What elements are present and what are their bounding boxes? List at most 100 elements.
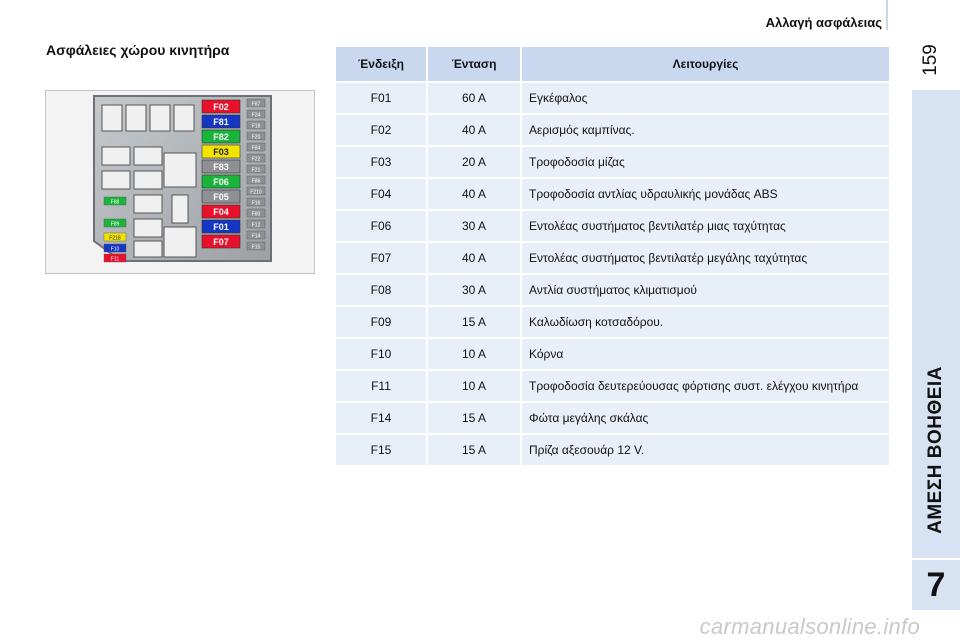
fuse-label-small: F87 (246, 98, 266, 107)
svg-text:F210: F210 (250, 189, 262, 195)
fuse-label-main: F06 (201, 174, 241, 189)
fuse-label-small: F89 (103, 218, 127, 227)
running-header-title: Αλλαγή ασφάλειας (765, 15, 882, 30)
fuse-function-cell: Αντλία συστήματος κλιματισμού (520, 273, 891, 307)
fuse-code-cell: F03 (334, 145, 428, 179)
svg-text:F89: F89 (111, 221, 120, 227)
fuse-function-cell: Εντολέας συστήματος βεντιλατέρ μεγάλης τ… (520, 241, 891, 275)
fuse-label-main: F01 (201, 219, 241, 234)
svg-text:F20: F20 (252, 134, 261, 140)
table-row: F15 15 A Πρίζα αξεσουάρ 12 V. (334, 433, 891, 467)
fuse-label-small: F24 (246, 109, 266, 118)
fuse-amperage-cell: 15 A (426, 433, 522, 467)
fuse-label-main: F05 (201, 189, 241, 204)
fuse-label-small: F80 (246, 208, 266, 217)
fuse-table-body: F01 60 A Εγκέφαλος F02 40 A Αερισμός καμπίνας… (334, 81, 891, 467)
svg-text:F16: F16 (252, 200, 261, 206)
svg-text:F04: F04 (213, 207, 229, 217)
fuse-function-cell: Φώτα μεγάλης σκάλας (520, 401, 891, 435)
fuse-code-cell: F09 (334, 305, 428, 339)
fuse-label-main: F83 (201, 159, 241, 174)
fuse-label-small: F20 (246, 131, 266, 140)
table-row: F02 40 A Αερισμός καμπίνας. (334, 113, 891, 147)
table-row: F01 60 A Εγκέφαλος (334, 81, 891, 115)
fuse-box-illustration: F02 F81 F82 F03 F83 F06 F05 F04 F01 F07 F87 F24 F18… (46, 91, 314, 273)
fuse-label-main: F82 (201, 129, 241, 144)
svg-text:F218: F218 (109, 235, 121, 241)
fuse-function-cell: Τροφοδοσία αντλίας υδραυλικής μονάδας AB… (520, 177, 891, 211)
page-number: 159 (920, 44, 941, 76)
svg-text:F15: F15 (252, 244, 261, 250)
table-row: F11 10 A Τροφοδοσία δευτερεύουσας φόρτισης… (334, 369, 891, 403)
svg-text:F05: F05 (213, 192, 229, 202)
fuse-code-cell: F15 (334, 433, 428, 467)
fuse-label-small: F86 (246, 175, 266, 184)
svg-text:F06: F06 (213, 177, 229, 187)
fuse-code-cell: F10 (334, 337, 428, 371)
fuse-label-small: F16 (246, 197, 266, 206)
svg-text:F24: F24 (252, 112, 261, 118)
svg-text:F87: F87 (252, 101, 261, 107)
fuse-code-cell: F08 (334, 273, 428, 307)
fuse-label-small: F21 (246, 164, 266, 173)
fuse-code-cell: F04 (334, 177, 428, 211)
svg-text:F22: F22 (252, 156, 261, 162)
fuse-function-cell: Τροφοδοσία μίζας (520, 145, 891, 179)
table-row: F06 30 A Εντολέας συστήματος βεντιλατέρ μι… (334, 209, 891, 243)
fuse-label-small: F218 (103, 232, 127, 241)
svg-text:F14: F14 (252, 233, 261, 239)
fuse-code-cell: F14 (334, 401, 428, 435)
svg-text:F18: F18 (252, 123, 261, 129)
fuse-amperage-cell: 40 A (426, 241, 522, 275)
chapter-number: 7 (926, 566, 946, 604)
fuse-amperage-cell: 40 A (426, 177, 522, 211)
table-row: F03 20 A Τροφοδοσία μίζας (334, 145, 891, 179)
chapter-side-tab (912, 90, 960, 558)
fuse-amperage-cell: 15 A (426, 401, 522, 435)
svg-text:F10: F10 (111, 246, 120, 252)
chapter-number-tab (912, 560, 960, 610)
svg-text:F11: F11 (111, 256, 119, 262)
fuse-function-cell: Εντολέας συστήματος βεντιλατέρ μιας ταχύ… (520, 209, 891, 243)
fuse-label-small: F84 (246, 142, 266, 151)
section-heading: Ασφάλειες χώρου κινητήρα (46, 42, 230, 58)
svg-text:F21: F21 (252, 167, 261, 173)
table-row: F04 40 A Τροφοδοσία αντλίας υδραυλικής μον… (334, 177, 891, 211)
fuse-label-small: F22 (246, 153, 266, 162)
column-header-amperage: Ένταση (426, 45, 522, 83)
fuse-label-small: F11 (103, 253, 127, 262)
table-row: F08 30 A Αντλία συστήματος κλιματισμού (334, 273, 891, 307)
fuse-code-cell: F11 (334, 369, 428, 403)
chapter-tab-separator (912, 558, 960, 560)
fuse-label-small: F18 (246, 120, 266, 129)
fuse-table: Ένδειξη Ένταση Λειτουργίες F01 60 A Εγκέφα… (334, 45, 891, 467)
fuse-function-cell: Πρίζα αξεσουάρ 12 V. (520, 433, 891, 467)
svg-text:F83: F83 (213, 162, 229, 172)
fuse-box-diagram: F02 F81 F82 F03 F83 F06 F05 F04 F01 F07 F87 F24 F18… (45, 90, 315, 274)
fuse-code-cell: F06 (334, 209, 428, 243)
svg-text:F07: F07 (213, 237, 229, 247)
fuse-label-small: F15 (246, 241, 266, 250)
chapter-title: ΑΜΕΣΗ ΒΟΗΘΕΙΑ (925, 366, 946, 534)
table-header-row: Ένδειξη Ένταση Λειτουργίες (334, 45, 891, 83)
fuse-code-cell: F01 (334, 81, 428, 115)
svg-text:F81: F81 (213, 117, 229, 127)
header-divider (886, 0, 888, 30)
fuse-function-cell: Κόρνα (520, 337, 891, 371)
fuse-function-cell: Καλωδίωση κοτσαδόρου. (520, 305, 891, 339)
table-row: F10 10 A Κόρνα (334, 337, 891, 371)
svg-text:F80: F80 (252, 211, 261, 217)
fuse-label-main: F04 (201, 204, 241, 219)
fuse-code-cell: F07 (334, 241, 428, 275)
svg-text:F86: F86 (252, 178, 261, 184)
fuse-label-small: F14 (246, 230, 266, 239)
fuse-amperage-cell: 15 A (426, 305, 522, 339)
fuse-amperage-cell: 10 A (426, 369, 522, 403)
svg-text:F82: F82 (213, 132, 229, 142)
fuse-label-main: F02 (201, 99, 241, 114)
column-header-code: Ένδειξη (334, 45, 428, 83)
watermark: carmanualsonline.info (699, 614, 920, 639)
table-row: F09 15 A Καλωδίωση κοτσαδόρου. (334, 305, 891, 339)
fuse-label-small: F10 (103, 243, 127, 252)
fuse-amperage-cell: 30 A (426, 209, 522, 243)
